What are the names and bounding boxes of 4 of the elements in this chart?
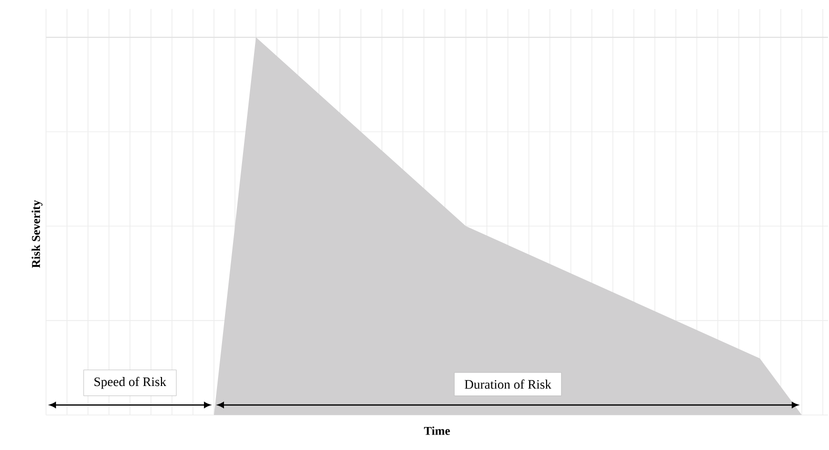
- annotation: Speed of Risk: [94, 376, 166, 389]
- annotation: Duration of Risk: [464, 380, 552, 389]
- x-axis-title: Time: [424, 426, 450, 435]
- y-axis-title: Risk Severity: [32, 200, 42, 268]
